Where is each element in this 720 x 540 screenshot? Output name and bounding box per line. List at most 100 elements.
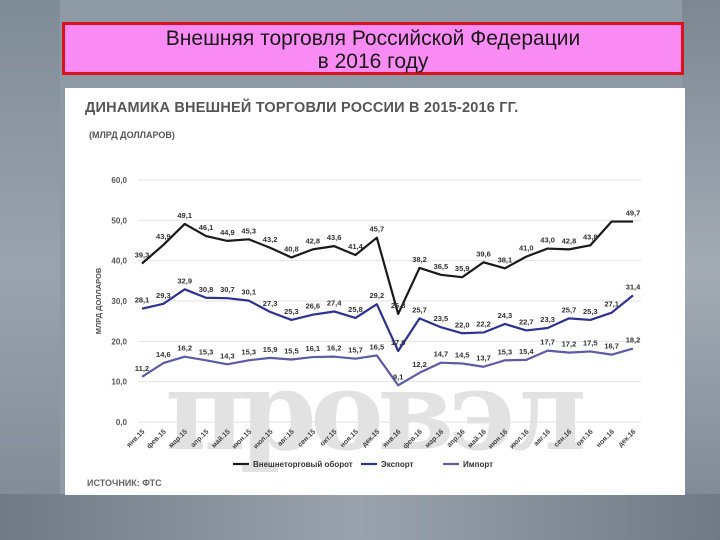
chart-subtitle: (МЛРД ДОЛЛАРОВ) xyxy=(89,130,175,140)
line-chart: 0,0 10,0 20,0 30,0 40,0 50,0 60,0 МЛРД ДОЛЛАРОВ… xyxy=(94,176,641,469)
data-label: 25,3 xyxy=(583,307,598,316)
data-label: 43,2 xyxy=(263,235,278,244)
data-label: 15,7 xyxy=(348,346,363,355)
y-axis-label: МЛРД ДОЛЛАРОВ xyxy=(94,267,103,334)
data-label: 49,1 xyxy=(177,211,192,220)
slide-title-line2: в 2016 году xyxy=(317,50,429,73)
chart-title: ДИНАМИКА ВНЕШНЕЙ ТОРГОВЛИ РОССИИ В 2015-… xyxy=(85,100,519,116)
data-label: 49,7 xyxy=(626,209,641,218)
data-label: 23,3 xyxy=(540,315,555,324)
data-label: 16,1 xyxy=(305,344,320,353)
data-label: 32,9 xyxy=(177,276,192,285)
data-label: 23,5 xyxy=(434,314,449,323)
data-label: 15,3 xyxy=(498,347,513,356)
background-left xyxy=(0,0,60,540)
x-tick-label: фев.15 xyxy=(146,428,168,450)
data-label: 12,2 xyxy=(412,360,427,369)
data-label: 16,2 xyxy=(177,344,192,353)
series-line-2 xyxy=(141,288,634,353)
y-tick-label: 10,0 xyxy=(111,378,127,387)
x-tick-label: май.16 xyxy=(466,428,488,450)
background-right xyxy=(682,0,720,540)
legend-label-3: Импорт xyxy=(463,460,493,469)
data-label: 28,1 xyxy=(135,296,150,305)
x-tick-label: авг.15 xyxy=(277,428,296,447)
watermark: провэл xyxy=(165,346,587,475)
x-tick-label: дек.15 xyxy=(361,428,381,448)
data-label: 39,3 xyxy=(135,250,150,259)
x-tick-label: сен.15 xyxy=(297,428,317,448)
data-label: 15,3 xyxy=(199,347,214,356)
data-label: 16,7 xyxy=(604,342,619,351)
data-label: 41,0 xyxy=(519,244,534,253)
x-tick-label: фев.16 xyxy=(402,428,424,450)
x-tick-label: июл.15 xyxy=(252,428,274,450)
data-label: 42,8 xyxy=(562,236,577,245)
data-label: 9,1 xyxy=(393,372,403,381)
x-tick-label: окт.15 xyxy=(319,428,338,447)
data-label: 22,0 xyxy=(455,320,470,329)
data-label: 25,3 xyxy=(284,307,299,316)
data-label: 22,2 xyxy=(476,319,491,328)
x-tick-label: окт.16 xyxy=(575,428,594,447)
data-label: 30,8 xyxy=(199,285,214,294)
data-label: 16,5 xyxy=(370,342,385,351)
data-label: 27,3 xyxy=(263,299,278,308)
x-tick-label: ноя.16 xyxy=(595,428,616,449)
data-label: 26,6 xyxy=(305,302,320,311)
data-label: 31,4 xyxy=(626,282,641,291)
data-label: 22,7 xyxy=(519,317,534,326)
data-label: 27,4 xyxy=(327,298,342,307)
x-tick-label: июн.15 xyxy=(231,428,253,450)
x-tick-label: ноя.15 xyxy=(339,428,360,449)
data-label: 17,6 xyxy=(391,338,406,347)
data-label: 39,6 xyxy=(476,249,491,258)
x-tick-label: янв.15 xyxy=(126,428,147,449)
data-label: 17,2 xyxy=(562,340,577,349)
x-tick-label: янв.16 xyxy=(382,428,403,449)
slide-title-line1: Внешняя торговля Российской Федерации xyxy=(165,27,581,50)
data-label: 24,3 xyxy=(498,311,513,320)
data-label: 13,7 xyxy=(476,354,491,363)
chart-source: ИСТОЧНИК: ФТС xyxy=(87,478,162,488)
series-line-1 xyxy=(141,220,633,316)
legend-label-2: Экспорт xyxy=(381,460,414,469)
data-label: 43,6 xyxy=(327,233,342,242)
y-tick-label: 0,0 xyxy=(116,418,128,427)
x-tick-label: мар.15 xyxy=(168,428,189,449)
data-label: 36,5 xyxy=(434,262,449,271)
y-tick-label: 40,0 xyxy=(111,257,127,266)
slide-title-box: Внешняя торговля Российской Федерации в … xyxy=(62,22,684,75)
data-label: 41,4 xyxy=(348,242,363,251)
data-label: 30,1 xyxy=(241,288,256,297)
data-label: 38,2 xyxy=(412,255,427,264)
data-label: 25,7 xyxy=(412,305,427,314)
data-label: 44,9 xyxy=(220,228,235,237)
x-tick-label: июн.16 xyxy=(487,428,509,450)
x-tick-label: сен.16 xyxy=(553,428,573,448)
data-label: 15,5 xyxy=(284,346,299,355)
data-label: 46,1 xyxy=(199,223,214,232)
data-label: 40,8 xyxy=(284,244,299,253)
data-label: 35,9 xyxy=(455,264,470,273)
y-tick-label: 20,0 xyxy=(111,337,127,346)
data-label: 16,2 xyxy=(327,344,342,353)
legend-label-1: Внешнеторговый оборот xyxy=(253,460,353,469)
data-label: 25,7 xyxy=(562,305,577,314)
data-label: 38,1 xyxy=(498,255,513,264)
y-tick-label: 50,0 xyxy=(111,216,127,225)
data-label: 29,3 xyxy=(156,291,171,300)
x-tick-label: апр.16 xyxy=(446,428,467,449)
y-tick-label: 60,0 xyxy=(111,176,127,185)
data-label: 18,2 xyxy=(626,336,641,345)
x-tick-label: май.15 xyxy=(210,428,232,450)
data-label: 17,7 xyxy=(540,338,555,347)
background-bottom xyxy=(0,494,720,540)
series-line-3 xyxy=(141,347,634,387)
data-label: 29,2 xyxy=(370,291,385,300)
data-label: 11,2 xyxy=(135,364,149,373)
data-label: 15,3 xyxy=(241,347,256,356)
data-label: 25,8 xyxy=(348,305,363,314)
data-label: 17,5 xyxy=(583,338,598,347)
x-tick-label: дек.16 xyxy=(617,428,637,448)
